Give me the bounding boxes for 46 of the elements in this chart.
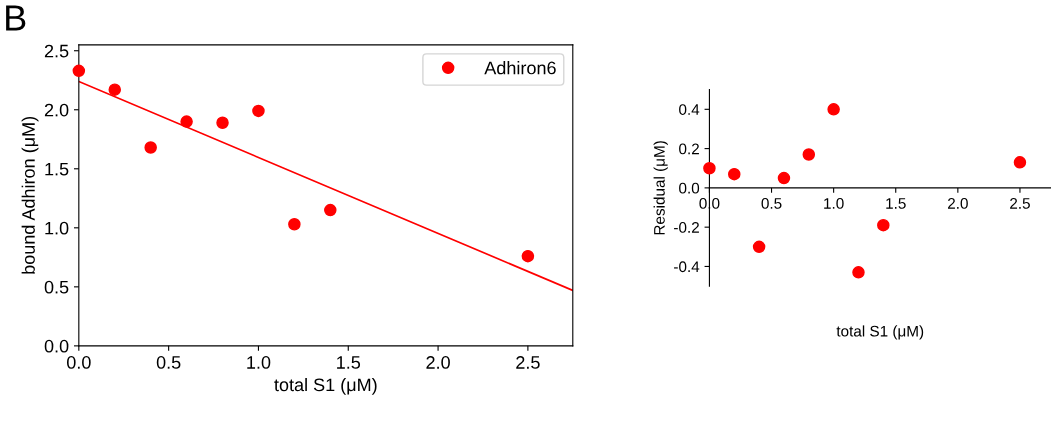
point bbox=[827, 103, 840, 116]
x-axis-title: total S1 (μM) bbox=[274, 377, 377, 395]
x-tick-label: 2.0 bbox=[947, 198, 968, 209]
point bbox=[521, 249, 535, 263]
point bbox=[703, 161, 716, 175]
point bbox=[728, 167, 741, 181]
text: B bbox=[6, 5, 26, 31]
x-tick-label: 0.5 bbox=[156, 356, 181, 369]
y-axis-title: Residual (μM) bbox=[653, 141, 668, 235]
x-tick-label: 1.5 bbox=[337, 356, 361, 369]
point bbox=[752, 240, 766, 254]
y-tick-label: 1.0 bbox=[45, 221, 69, 235]
legend-label: Adhiron6 bbox=[484, 61, 556, 75]
y-tick-label: 0.0 bbox=[679, 182, 700, 194]
point bbox=[1013, 156, 1027, 169]
y-tick-label: 1.5 bbox=[45, 162, 69, 176]
x-tick-label: 2.5 bbox=[1010, 198, 1030, 209]
point bbox=[72, 64, 86, 78]
point bbox=[324, 203, 337, 217]
point bbox=[252, 104, 265, 118]
x-tick-label: 2.5 bbox=[516, 356, 540, 369]
point bbox=[877, 218, 890, 232]
point bbox=[288, 218, 301, 231]
point bbox=[852, 266, 865, 279]
y-tick-label: 2.5 bbox=[44, 44, 69, 58]
y-tick-label: -0.2 bbox=[674, 222, 699, 233]
y-tick-label: -0.4 bbox=[674, 261, 700, 273]
y-tick-label: 0.4 bbox=[679, 104, 700, 115]
y-tick-label: 0.5 bbox=[44, 280, 69, 294]
point bbox=[180, 115, 193, 128]
x-axis-title: total S1 (μM) bbox=[836, 325, 924, 340]
point bbox=[216, 116, 229, 130]
y-tick-label: 0.0 bbox=[44, 339, 69, 353]
point bbox=[802, 148, 816, 161]
point bbox=[777, 171, 791, 185]
x-tick-label: 2.0 bbox=[426, 356, 450, 369]
y-axis-title: bound Adhiron (μM) bbox=[21, 116, 39, 274]
x-tick-label: 1.0 bbox=[247, 356, 271, 369]
y-tick-label: 0.2 bbox=[679, 143, 699, 155]
point bbox=[144, 141, 157, 154]
x-tick-label: 0.5 bbox=[761, 198, 782, 209]
x-tick-label: 1.5 bbox=[886, 198, 906, 209]
x-tick-label: 1.0 bbox=[824, 198, 844, 209]
x-tick-label: 0.0 bbox=[66, 356, 91, 369]
y-tick-label: 2.0 bbox=[44, 103, 69, 117]
point bbox=[108, 83, 122, 96]
